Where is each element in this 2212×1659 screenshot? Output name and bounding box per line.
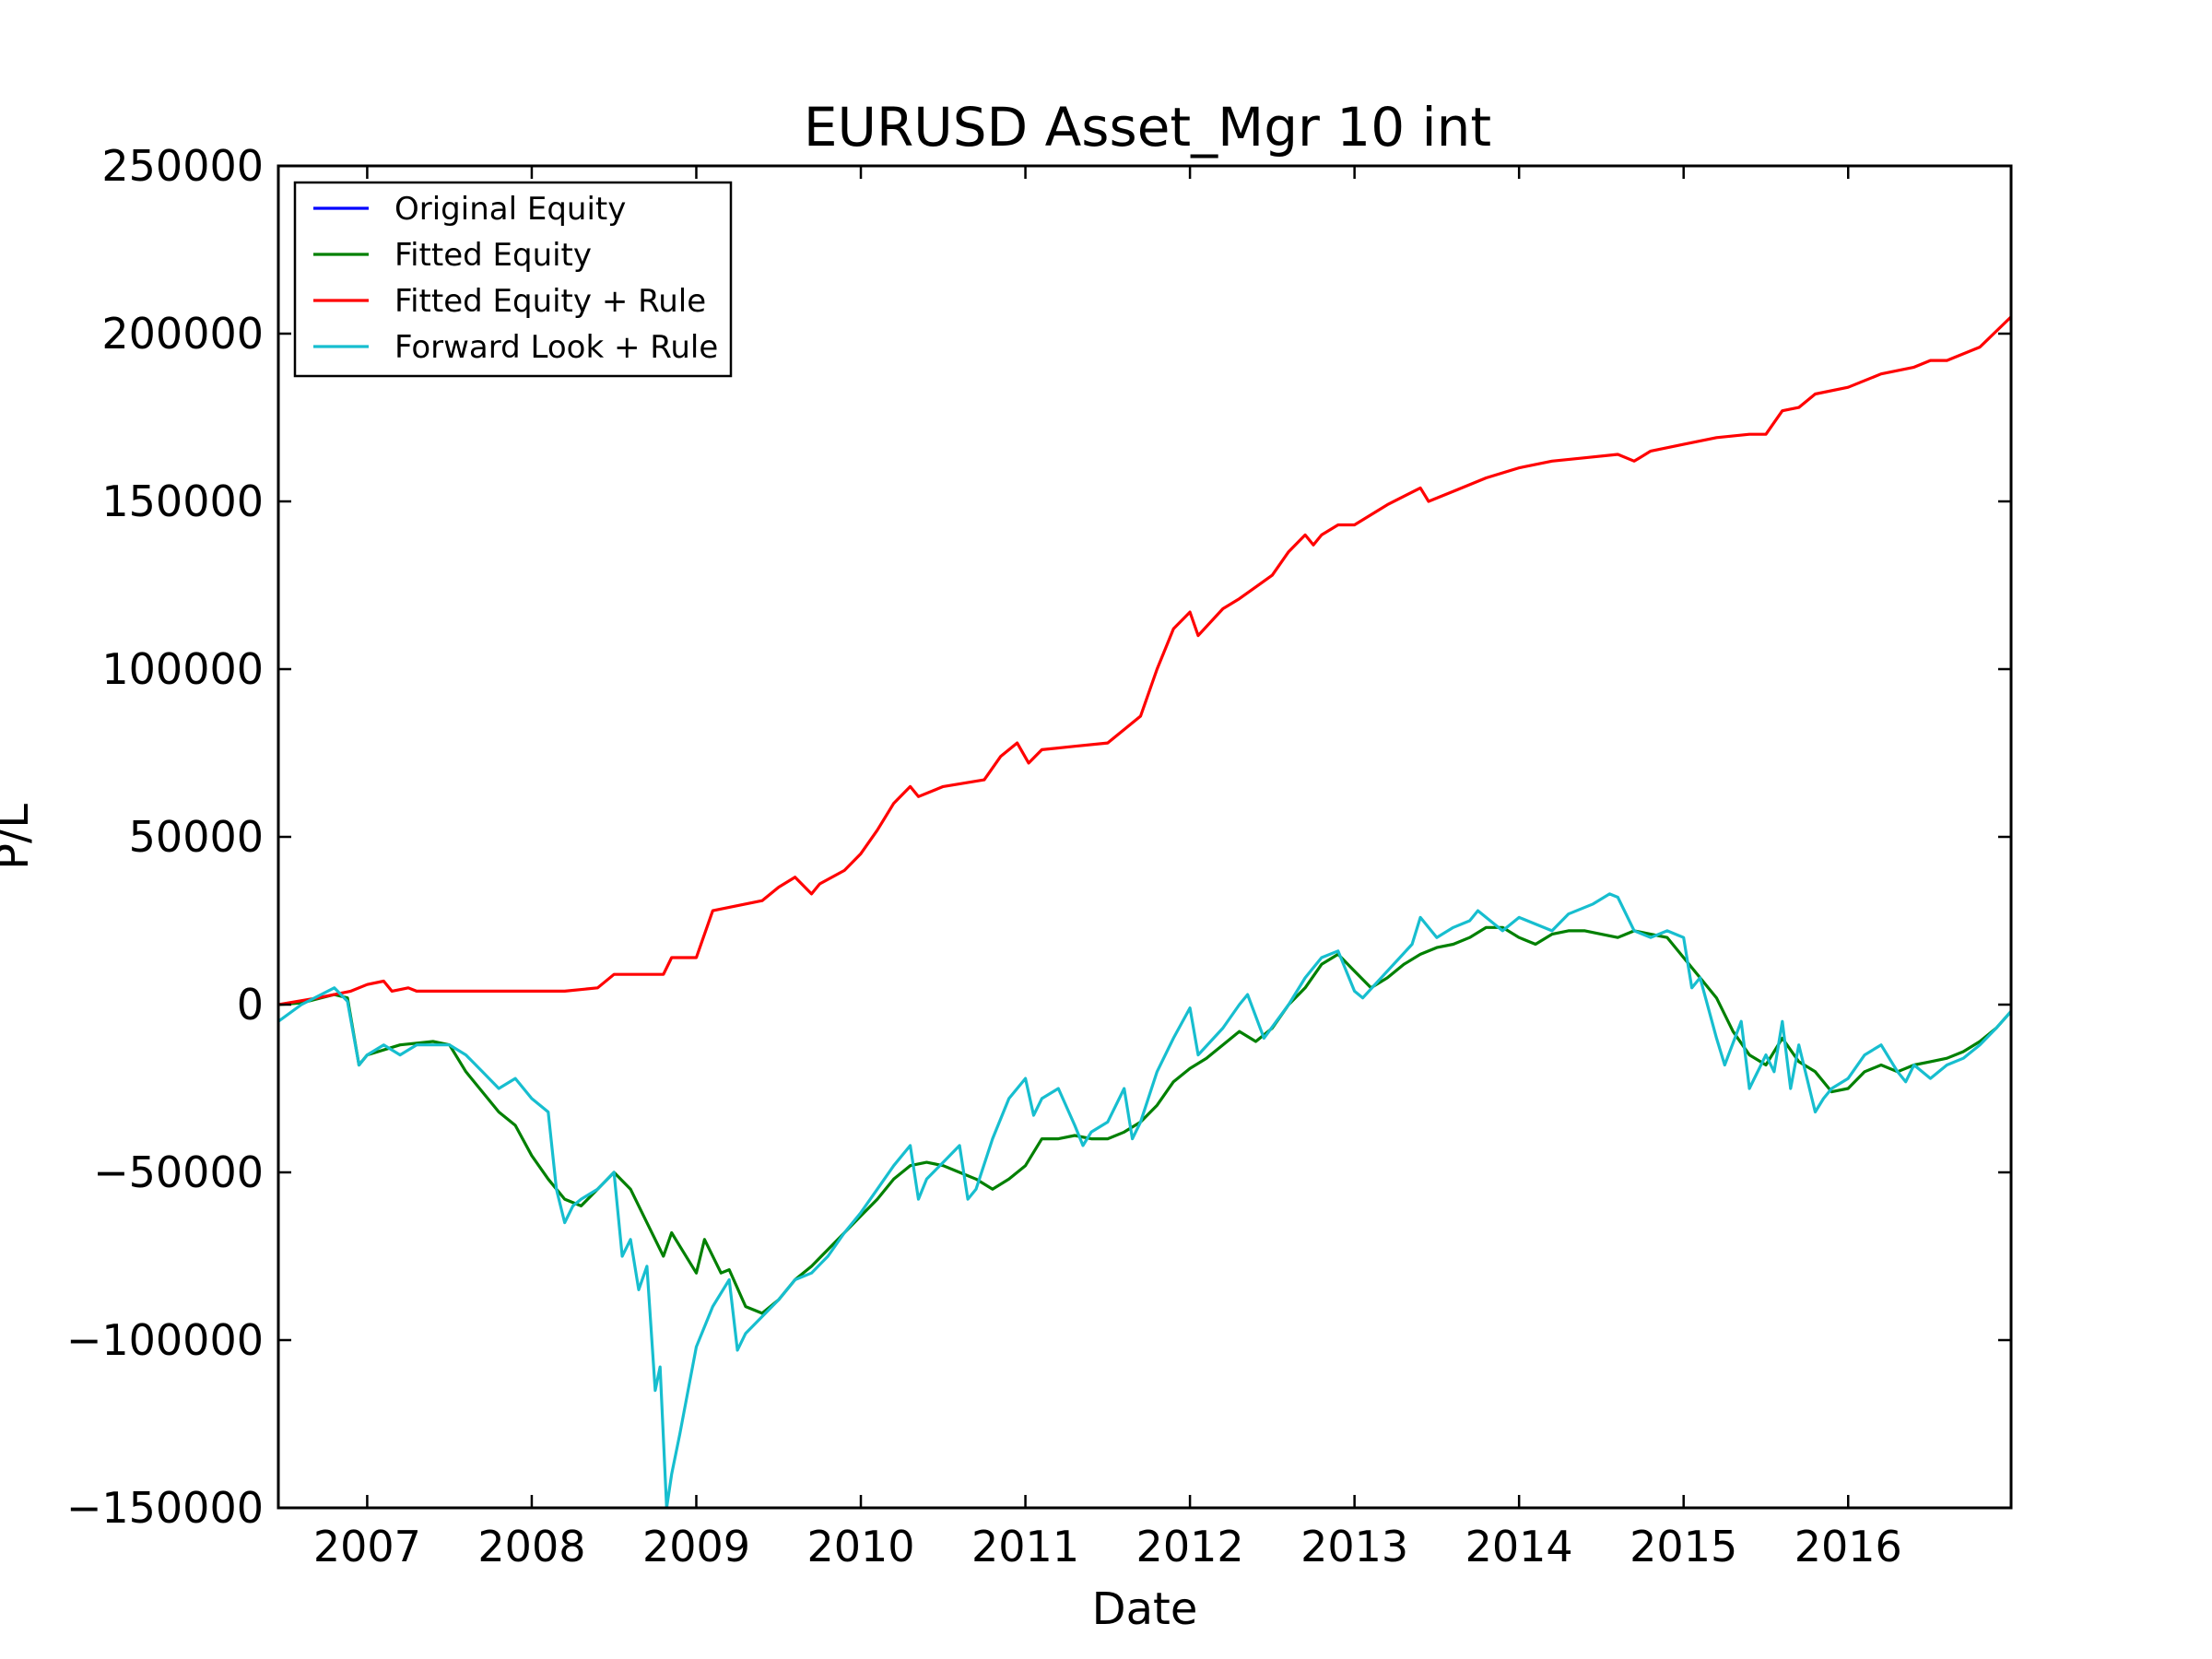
- y-tick-label: 0: [237, 980, 264, 1030]
- legend-label-3: Forward Look + Rule: [394, 329, 718, 366]
- series-layer: [278, 315, 2011, 1508]
- y-tick-label: 100000: [101, 644, 264, 694]
- legend-label-0: Original Equity: [394, 191, 626, 228]
- series-line-2: [278, 315, 2011, 1006]
- x-tick-label: 2015: [1630, 1522, 1737, 1571]
- y-tick-label: 50000: [129, 812, 264, 862]
- y-tick-label: 250000: [101, 141, 264, 191]
- x-tick-label: 2007: [313, 1522, 421, 1571]
- y-tick-label: 200000: [101, 309, 264, 359]
- x-tick-label: 2011: [971, 1522, 1079, 1571]
- y-tick-label: 150000: [101, 477, 264, 526]
- x-tick-label: 2013: [1300, 1522, 1408, 1571]
- x-tick-label: 2010: [806, 1522, 914, 1571]
- y-axis-title: P/L: [0, 804, 39, 870]
- x-tick-label: 2008: [477, 1522, 585, 1571]
- x-tick-label: 2012: [1136, 1522, 1244, 1571]
- y-tick-label: −150000: [66, 1483, 264, 1533]
- x-tick-label: 2016: [1794, 1522, 1902, 1571]
- legend-label-2: Fitted Equity + Rule: [394, 283, 706, 320]
- x-tick-label: 2009: [642, 1522, 750, 1571]
- series-line-1: [278, 925, 2011, 1315]
- ticks-layer: 2007 2008 2009 2010 2011 2012 2013 2014 2015 2016…: [66, 141, 2011, 1571]
- chart-title: EURUSD Asset_Mgr 10 int: [804, 96, 1491, 159]
- y-tick-label: −100000: [66, 1315, 264, 1365]
- y-tick-label: −50000: [93, 1147, 264, 1197]
- legend-label-1: Fitted Equity: [394, 237, 592, 274]
- legend-box: [293, 181, 733, 378]
- series-line-3: [278, 892, 2011, 1508]
- legend: Original Equity Fitted Equity Fitted Equit…: [293, 181, 733, 378]
- x-axis-title: Date: [1092, 1583, 1198, 1635]
- x-tick-label: 2014: [1465, 1522, 1573, 1571]
